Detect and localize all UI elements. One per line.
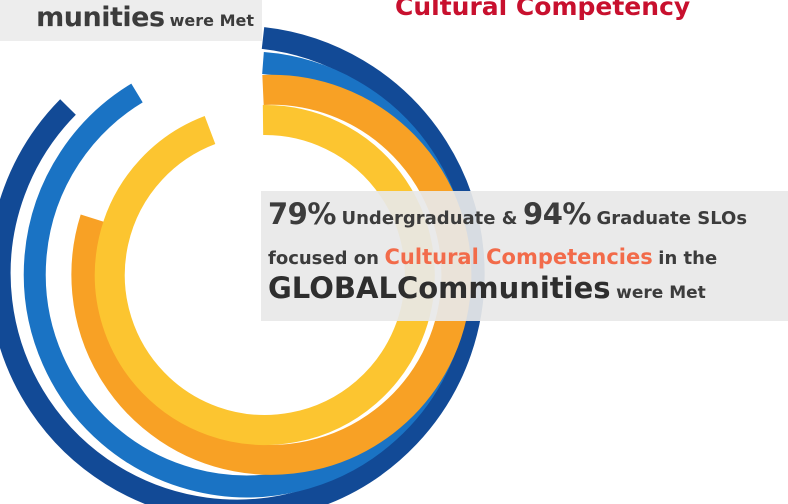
ring-outer-dark-blue <box>0 27 485 504</box>
top-left-banner: munities were Met <box>0 0 262 41</box>
banner-text: munities were Met <box>36 2 254 33</box>
grad-percent: 94% <box>523 197 591 231</box>
banner-big-word: munities <box>36 2 165 33</box>
banner-small-word: were Met <box>169 11 254 30</box>
focused-label: focused on <box>268 248 379 269</box>
in-the-label: in the <box>658 248 718 269</box>
highlight-text: Cultural Competencies <box>384 245 653 269</box>
grad-label: Graduate SLOs <box>596 208 748 229</box>
ring-third-orange <box>71 74 472 475</box>
callout-line-2: focused on Cultural Competencies in the <box>268 245 717 269</box>
callout-line-1: 79% Undergraduate & 94% Graduate SLOs <box>268 197 747 231</box>
callout-line-3: GLOBALCommunities were Met <box>268 271 706 305</box>
were-met-label: were Met <box>616 283 706 303</box>
undergrad-label: Undergraduate & <box>341 208 518 229</box>
undergrad-percent: 79% <box>268 197 336 231</box>
global-word: GLOBAL <box>268 271 397 305</box>
communities-word: Communities <box>396 271 611 305</box>
ring-inner-yellow <box>94 104 435 445</box>
page-heading: Cultural Competency <box>395 0 691 21</box>
stat-callout: 79% Undergraduate & 94% Graduate SLOs fo… <box>261 191 788 321</box>
